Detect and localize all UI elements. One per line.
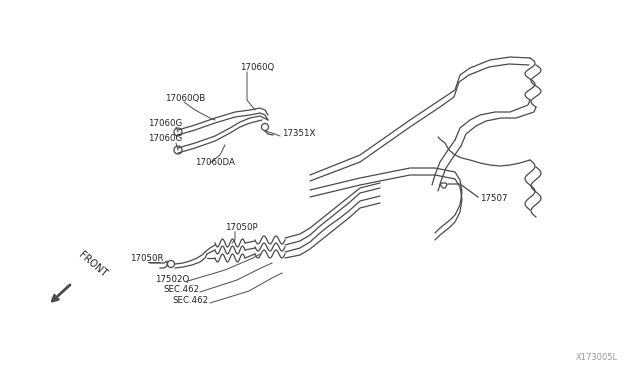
Text: X173005L: X173005L bbox=[576, 353, 618, 362]
Text: 17507: 17507 bbox=[480, 193, 508, 202]
Text: 17050R: 17050R bbox=[130, 254, 163, 263]
Text: 17060DA: 17060DA bbox=[195, 158, 235, 167]
Text: 17060Q: 17060Q bbox=[240, 63, 275, 72]
Text: 17060G: 17060G bbox=[148, 134, 182, 143]
Text: SEC.462: SEC.462 bbox=[163, 285, 199, 294]
Text: 17060G: 17060G bbox=[148, 119, 182, 128]
Text: 17351X: 17351X bbox=[282, 129, 316, 138]
Text: SEC.462: SEC.462 bbox=[172, 296, 208, 305]
Text: FRONT: FRONT bbox=[77, 250, 109, 279]
Text: 17502Q: 17502Q bbox=[155, 275, 189, 284]
Text: 17060QB: 17060QB bbox=[165, 94, 205, 103]
Text: 17050P: 17050P bbox=[225, 223, 258, 232]
